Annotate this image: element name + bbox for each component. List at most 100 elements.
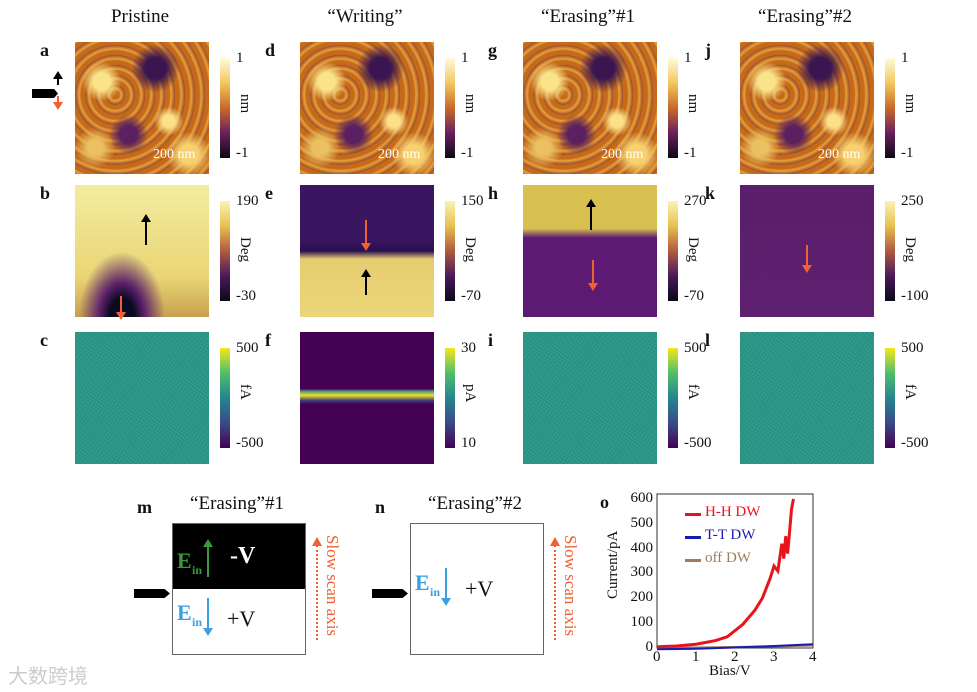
panel-label: o bbox=[600, 492, 609, 512]
schematic-title: “Erasing”#1 bbox=[190, 493, 284, 514]
column-title: Pristine bbox=[110, 6, 170, 27]
phase-image bbox=[300, 185, 434, 317]
current-colorbar bbox=[885, 348, 895, 448]
column-title: “Erasing”#1 bbox=[541, 6, 635, 27]
e-field-sub: in bbox=[192, 615, 203, 629]
scan-up-arrow bbox=[53, 71, 63, 85]
polarization-up-arrow bbox=[361, 269, 371, 295]
colorbar-min: -70 bbox=[461, 288, 481, 304]
panel-label: b bbox=[40, 183, 51, 203]
panel-label: g bbox=[488, 40, 497, 60]
topo-image bbox=[740, 42, 874, 174]
colorbar-min: -1 bbox=[684, 145, 697, 161]
scale-bar: 200 nm bbox=[153, 147, 196, 162]
colorbar-max: 500 bbox=[236, 340, 259, 356]
y-axis-label: Current/pA bbox=[605, 530, 621, 599]
y-tick-label: 600 bbox=[630, 489, 654, 506]
tip-icon bbox=[134, 589, 170, 598]
x-tick-label: 1 bbox=[692, 649, 700, 665]
y-tick-label: 300 bbox=[630, 564, 654, 581]
colorbar-max: 190 bbox=[236, 193, 259, 209]
panel-label: j bbox=[705, 40, 711, 60]
colorbar-min: -70 bbox=[684, 288, 704, 304]
e-field-sub: in bbox=[430, 585, 441, 599]
e-field-down-arrow bbox=[203, 598, 213, 636]
scan-down-arrow bbox=[53, 96, 63, 110]
legend-swatch bbox=[685, 559, 701, 562]
current-colorbar bbox=[445, 348, 455, 448]
slow-scan-arrow bbox=[554, 545, 556, 640]
panel-label: d bbox=[265, 40, 276, 60]
current-image bbox=[75, 332, 209, 464]
series-line bbox=[656, 498, 795, 649]
colorbar-unit: Deg bbox=[902, 237, 918, 262]
y-tick-label: 400 bbox=[630, 539, 654, 556]
colorbar-max: 1 bbox=[901, 50, 909, 66]
colorbar-min: -100 bbox=[901, 288, 929, 304]
e-field-sub: in bbox=[192, 563, 203, 577]
scale-bar: 200 nm bbox=[378, 147, 421, 162]
phase-colorbar bbox=[445, 201, 455, 301]
topo-colorbar bbox=[220, 58, 230, 158]
phase-colorbar bbox=[668, 201, 678, 301]
current-image bbox=[740, 332, 874, 464]
phase-colorbar bbox=[885, 201, 895, 301]
positive-voltage: +V bbox=[227, 606, 256, 631]
legend-label: off DW bbox=[705, 550, 751, 566]
e-field-label: E bbox=[415, 570, 430, 595]
colorbar-min: -30 bbox=[236, 288, 256, 304]
e-field-label: E bbox=[177, 600, 192, 625]
colorbar-unit: nm bbox=[902, 94, 918, 114]
colorbar-unit: nm bbox=[685, 94, 701, 114]
polarization-down-arrow bbox=[802, 245, 812, 273]
slow-scan-arrowhead bbox=[312, 537, 322, 546]
slow-scan-arrowhead bbox=[550, 537, 560, 546]
schematic-box bbox=[172, 523, 306, 655]
polarization-up-arrow bbox=[586, 199, 596, 230]
colorbar-max: 1 bbox=[236, 50, 244, 66]
column-title: “Erasing”#2 bbox=[758, 6, 852, 27]
schematic-title: “Erasing”#2 bbox=[428, 493, 522, 514]
colorbar-unit: Deg bbox=[685, 237, 701, 262]
x-axis-label: Bias/V bbox=[709, 663, 751, 679]
x-tick-label: 2 bbox=[731, 649, 739, 665]
panel-label: a bbox=[40, 40, 49, 60]
colorbar-min: -500 bbox=[684, 435, 712, 451]
colorbar-unit: nm bbox=[237, 94, 253, 114]
panel-label: n bbox=[375, 497, 386, 517]
polarization-down-arrow bbox=[116, 296, 126, 320]
chart-plot bbox=[656, 493, 814, 651]
column-title: “Writing” bbox=[327, 6, 403, 27]
current-colorbar bbox=[668, 348, 678, 448]
phase-colorbar bbox=[220, 201, 230, 301]
y-tick-label: 200 bbox=[630, 589, 654, 606]
watermark: 大数跨境 bbox=[8, 664, 88, 688]
phase-image bbox=[75, 185, 209, 317]
colorbar-max: 270 bbox=[684, 193, 707, 209]
topo-image bbox=[523, 42, 657, 174]
negative-voltage: -V bbox=[230, 543, 256, 569]
slow-scan-label: Slow scan axis bbox=[561, 535, 580, 637]
colorbar-unit: fA bbox=[237, 384, 253, 400]
panel-label: l bbox=[705, 330, 711, 350]
topo-image bbox=[300, 42, 434, 174]
colorbar-max: 500 bbox=[901, 340, 924, 356]
polarization-down-arrow bbox=[361, 220, 371, 251]
legend-label: H-H DW bbox=[705, 504, 761, 520]
panel-label: f bbox=[265, 330, 271, 350]
scale-bar: 200 nm bbox=[601, 147, 644, 162]
series-line bbox=[656, 643, 814, 651]
panel-label: e bbox=[265, 183, 273, 203]
y-tick-label: 100 bbox=[630, 614, 654, 631]
colorbar-min: -1 bbox=[901, 145, 914, 161]
colorbar-max: 1 bbox=[461, 50, 469, 66]
tip-icon bbox=[372, 589, 408, 598]
topo-colorbar bbox=[668, 58, 678, 158]
topo-colorbar bbox=[885, 58, 895, 158]
x-tick-label: 0 bbox=[653, 649, 661, 665]
legend-swatch bbox=[685, 513, 701, 516]
colorbar-min: 10 bbox=[461, 435, 476, 451]
tip-icon bbox=[32, 89, 58, 98]
colorbar-min: -1 bbox=[461, 145, 474, 161]
topo-colorbar bbox=[445, 58, 455, 158]
